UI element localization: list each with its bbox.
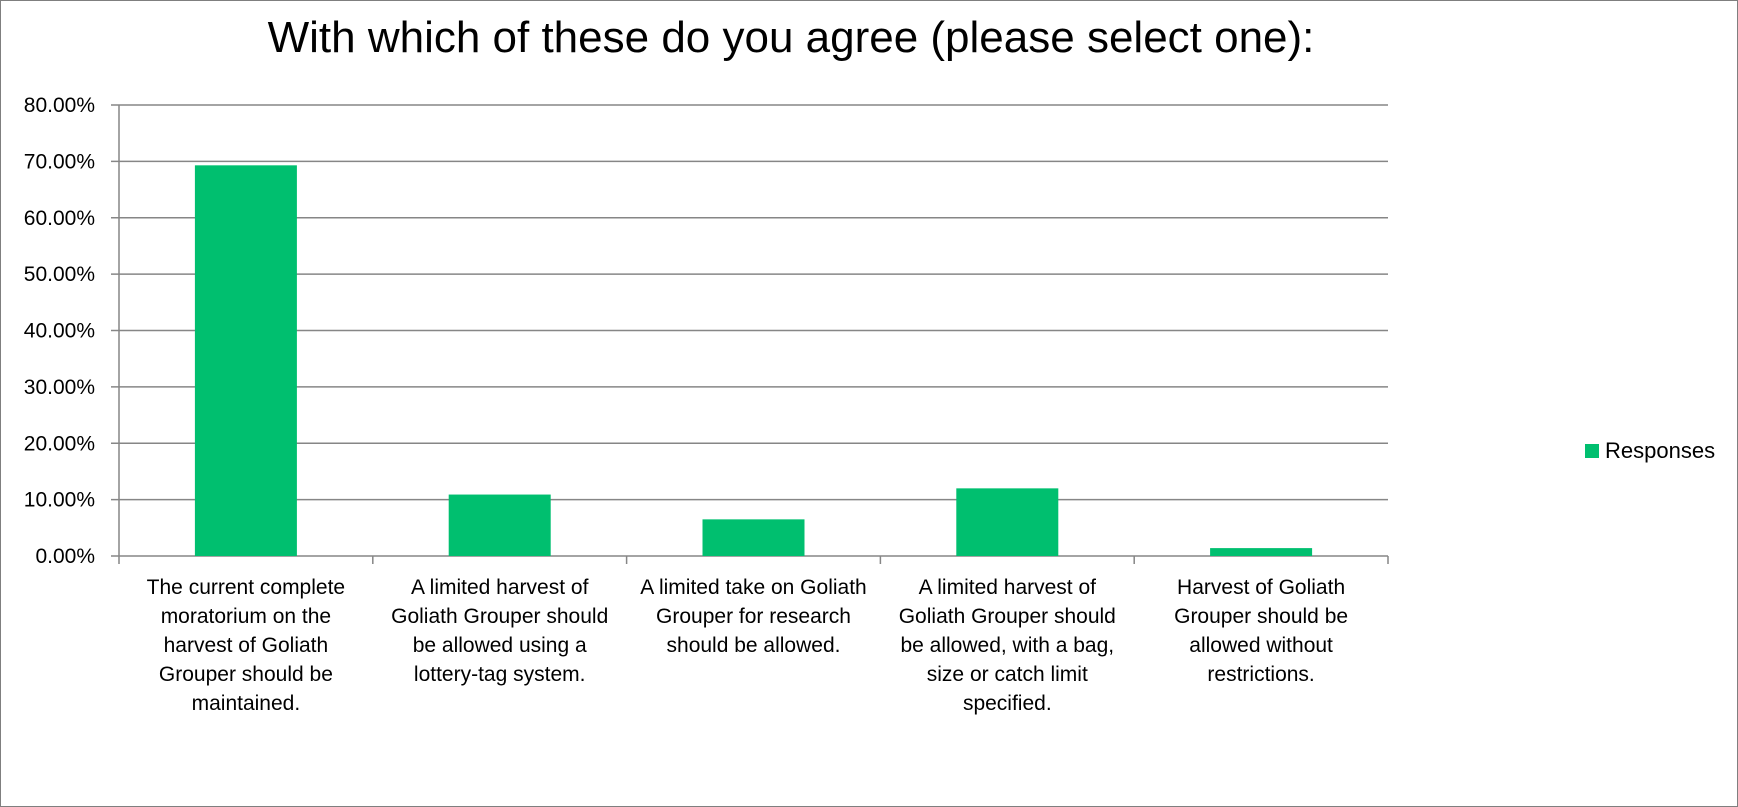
- x-category-label: A limited take on Goliath Grouper for res…: [640, 576, 866, 657]
- legend-label: Responses: [1605, 438, 1716, 463]
- bar: [194, 165, 297, 557]
- y-tick-label: 60.00%: [24, 207, 95, 230]
- chart-title: With which of these do you agree (please…: [267, 13, 1315, 62]
- y-tick-label: 50.00%: [24, 263, 95, 286]
- y-tick-label: 0.00%: [35, 545, 95, 568]
- y-tick-label: 70.00%: [24, 150, 95, 173]
- y-tick-label: 40.00%: [24, 320, 95, 343]
- y-tick-label: 30.00%: [24, 376, 95, 399]
- bar: [1210, 548, 1313, 556]
- legend: Responses: [1585, 438, 1715, 464]
- y-tick-label: 80.00%: [24, 94, 95, 117]
- bar: [956, 488, 1059, 556]
- y-tick-label: 20.00%: [24, 432, 95, 455]
- x-category-label: Harvest of Goliath Grouper should be allow…: [1174, 576, 1348, 686]
- x-category-label: The current complete moratorium on the har…: [147, 576, 345, 715]
- bar: [702, 519, 805, 556]
- y-tick-label: 10.00%: [24, 489, 95, 512]
- x-category-label: A limited harvest of Goliath Grouper shou…: [391, 576, 608, 686]
- legend-swatch: [1585, 444, 1599, 458]
- bar: [448, 494, 551, 556]
- x-category-label: A limited harvest of Goliath Grouper shou…: [899, 576, 1116, 715]
